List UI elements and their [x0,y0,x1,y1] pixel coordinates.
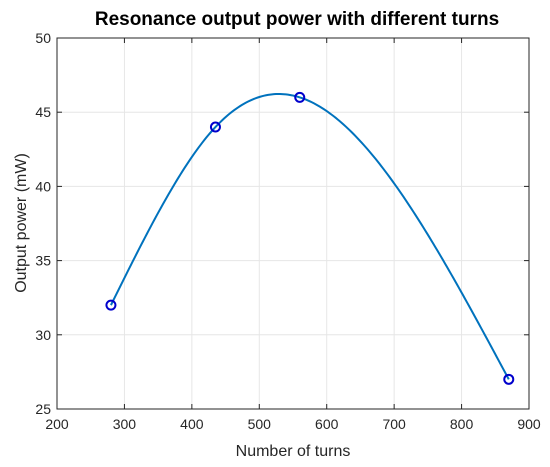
y-tick-label: 50 [35,30,51,46]
y-tick-label: 35 [35,253,51,269]
x-tick-label: 800 [450,416,474,432]
x-tick-label: 200 [45,416,69,432]
y-tick-label: 40 [35,178,51,194]
chart-title: Resonance output power with different tu… [95,9,499,30]
x-tick-label: 900 [517,416,541,432]
x-tick-label: 300 [113,416,137,432]
data-point-marker [503,373,515,385]
y-tick-label: 25 [35,401,51,417]
series-line [110,93,510,380]
y-axis: 25 30 35 40 45 50 [35,30,529,417]
x-tick-label: 500 [248,416,272,432]
x-tick-label: 700 [382,416,406,432]
y-tick-label: 30 [35,327,51,343]
y-axis-label: Output power (mW) [13,153,30,293]
plot-area [110,93,510,380]
data-point-marker [105,299,117,311]
x-axis: 200 300 400 500 600 700 800 900 [45,38,541,432]
y-tick-label: 45 [35,104,51,120]
axes-frame [56,37,530,410]
grid [56,37,530,410]
x-axis-label: Number of turns [236,443,351,460]
x-tick-label: 400 [180,416,204,432]
x-tick-label: 600 [315,416,339,432]
data-markers [105,91,515,385]
data-point-marker [294,91,306,103]
data-point-marker [209,121,221,133]
